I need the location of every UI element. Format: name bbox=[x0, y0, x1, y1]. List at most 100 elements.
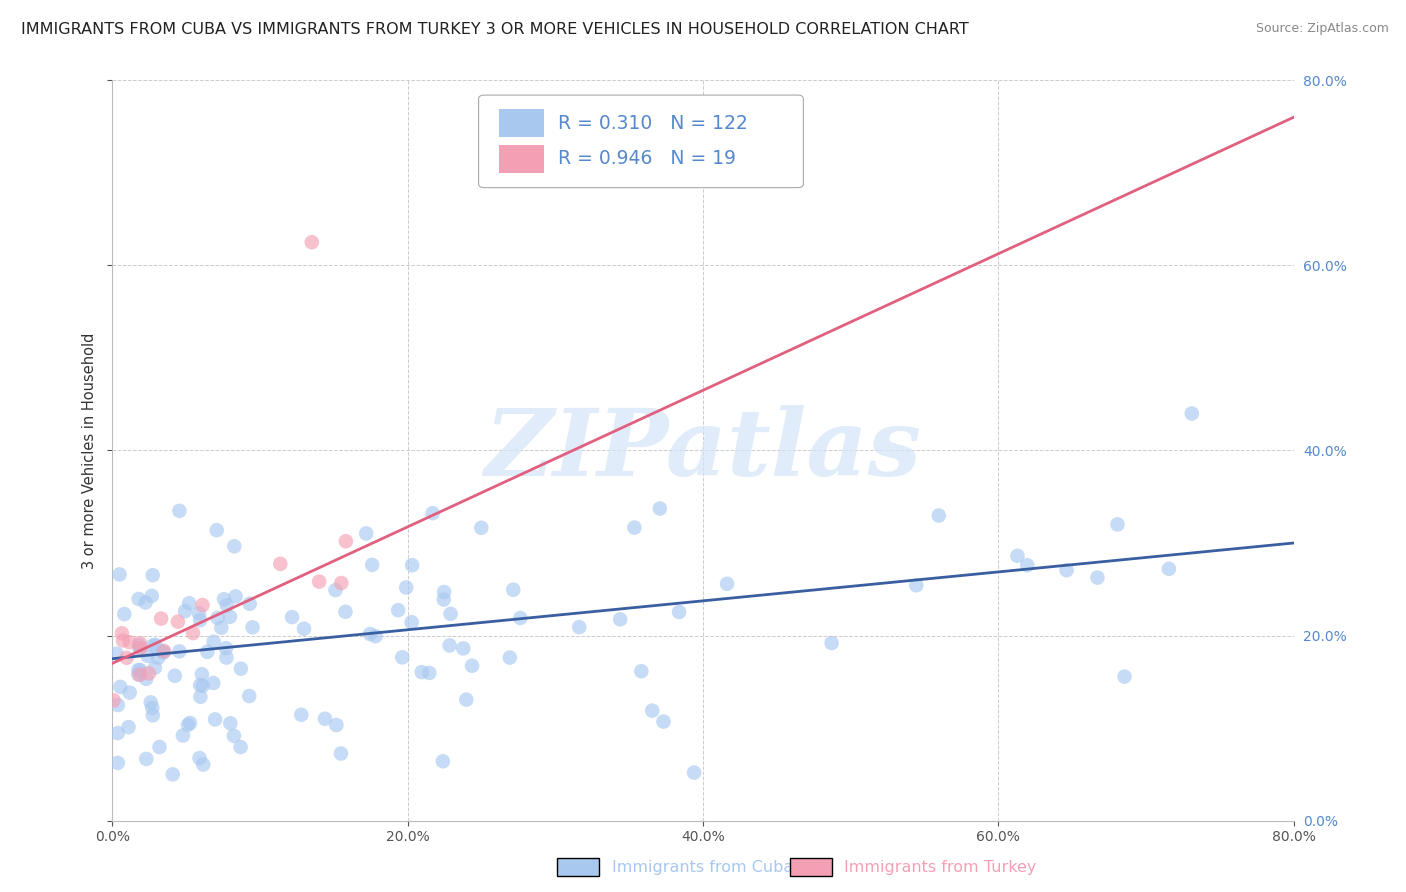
Point bbox=[169, 644, 191, 658]
Text: ZIPatlas: ZIPatlas bbox=[485, 406, 921, 495]
Point bbox=[222, 729, 245, 743]
Point bbox=[215, 650, 238, 665]
Point bbox=[107, 698, 129, 712]
Point bbox=[1007, 549, 1029, 563]
Point bbox=[179, 596, 201, 610]
Point bbox=[499, 650, 522, 665]
Point bbox=[239, 597, 262, 611]
Point bbox=[354, 526, 377, 541]
Point bbox=[129, 636, 152, 650]
Point bbox=[174, 604, 197, 618]
Point bbox=[652, 714, 675, 729]
Point bbox=[152, 646, 174, 660]
Point bbox=[128, 641, 150, 656]
Point bbox=[112, 607, 135, 621]
Point bbox=[143, 661, 166, 675]
Point bbox=[110, 680, 132, 694]
Point bbox=[142, 639, 165, 653]
Point bbox=[111, 633, 134, 648]
Point bbox=[623, 520, 645, 534]
Point bbox=[641, 704, 664, 718]
Point bbox=[118, 685, 141, 699]
Point bbox=[209, 621, 232, 635]
Point bbox=[1056, 563, 1078, 577]
Point bbox=[1087, 571, 1109, 585]
Point bbox=[335, 605, 357, 619]
Point bbox=[630, 664, 652, 678]
Point bbox=[648, 501, 671, 516]
Point bbox=[191, 667, 214, 681]
Point bbox=[107, 756, 129, 770]
Point bbox=[229, 739, 252, 754]
Point bbox=[387, 603, 409, 617]
Point bbox=[716, 577, 738, 591]
Y-axis label: 3 or more Vehicles in Household: 3 or more Vehicles in Household bbox=[82, 333, 97, 568]
Point bbox=[111, 626, 134, 640]
FancyBboxPatch shape bbox=[499, 145, 544, 173]
Point bbox=[308, 574, 330, 589]
Point bbox=[330, 576, 353, 591]
Point bbox=[821, 636, 844, 650]
Point bbox=[281, 610, 304, 624]
Point bbox=[432, 754, 454, 768]
Point bbox=[509, 611, 531, 625]
Point bbox=[128, 638, 150, 652]
Point bbox=[115, 650, 138, 665]
Point bbox=[1017, 558, 1039, 573]
Text: Immigrants from Turkey: Immigrants from Turkey bbox=[844, 860, 1036, 874]
Point bbox=[329, 747, 352, 761]
Point bbox=[103, 693, 125, 707]
Point bbox=[135, 752, 157, 766]
Point bbox=[395, 581, 418, 595]
Point bbox=[108, 567, 131, 582]
Point bbox=[314, 712, 336, 726]
Point bbox=[269, 557, 291, 571]
Point bbox=[136, 648, 159, 663]
Point bbox=[364, 629, 387, 643]
Point bbox=[568, 620, 591, 634]
Point bbox=[118, 635, 141, 649]
Point bbox=[166, 615, 188, 629]
Point bbox=[188, 751, 211, 765]
Point bbox=[433, 592, 456, 607]
Point bbox=[148, 739, 170, 754]
Text: R = 0.946   N = 19: R = 0.946 N = 19 bbox=[558, 149, 735, 169]
Point bbox=[401, 615, 423, 630]
Point bbox=[105, 647, 128, 661]
Point bbox=[135, 672, 157, 686]
Point bbox=[191, 679, 214, 693]
Point bbox=[225, 590, 247, 604]
Point bbox=[202, 676, 225, 690]
Point bbox=[335, 534, 357, 549]
Text: R = 0.310   N = 122: R = 0.310 N = 122 bbox=[558, 113, 748, 133]
Point bbox=[215, 641, 238, 656]
Point bbox=[1157, 562, 1180, 576]
Point bbox=[224, 539, 246, 553]
Point bbox=[207, 611, 229, 625]
Point bbox=[150, 611, 173, 625]
Point bbox=[187, 607, 209, 621]
Point bbox=[205, 523, 228, 537]
Point bbox=[668, 605, 690, 619]
Point bbox=[128, 667, 150, 681]
Point bbox=[470, 521, 492, 535]
Point bbox=[139, 695, 162, 709]
Point bbox=[117, 720, 139, 734]
Point bbox=[928, 508, 950, 523]
Point bbox=[215, 599, 238, 613]
Point bbox=[163, 669, 186, 683]
Point bbox=[142, 568, 165, 582]
Point bbox=[219, 716, 242, 731]
FancyBboxPatch shape bbox=[478, 95, 803, 187]
Point bbox=[152, 644, 174, 658]
Text: IMMIGRANTS FROM CUBA VS IMMIGRANTS FROM TURKEY 3 OR MORE VEHICLES IN HOUSEHOLD C: IMMIGRANTS FROM CUBA VS IMMIGRANTS FROM … bbox=[21, 22, 969, 37]
Point bbox=[502, 582, 524, 597]
Point bbox=[212, 592, 235, 607]
Point bbox=[129, 640, 152, 655]
Point bbox=[188, 613, 211, 627]
Point bbox=[325, 718, 347, 732]
Point bbox=[609, 612, 631, 626]
Point bbox=[179, 716, 201, 731]
Point bbox=[290, 707, 312, 722]
Point bbox=[411, 665, 433, 680]
